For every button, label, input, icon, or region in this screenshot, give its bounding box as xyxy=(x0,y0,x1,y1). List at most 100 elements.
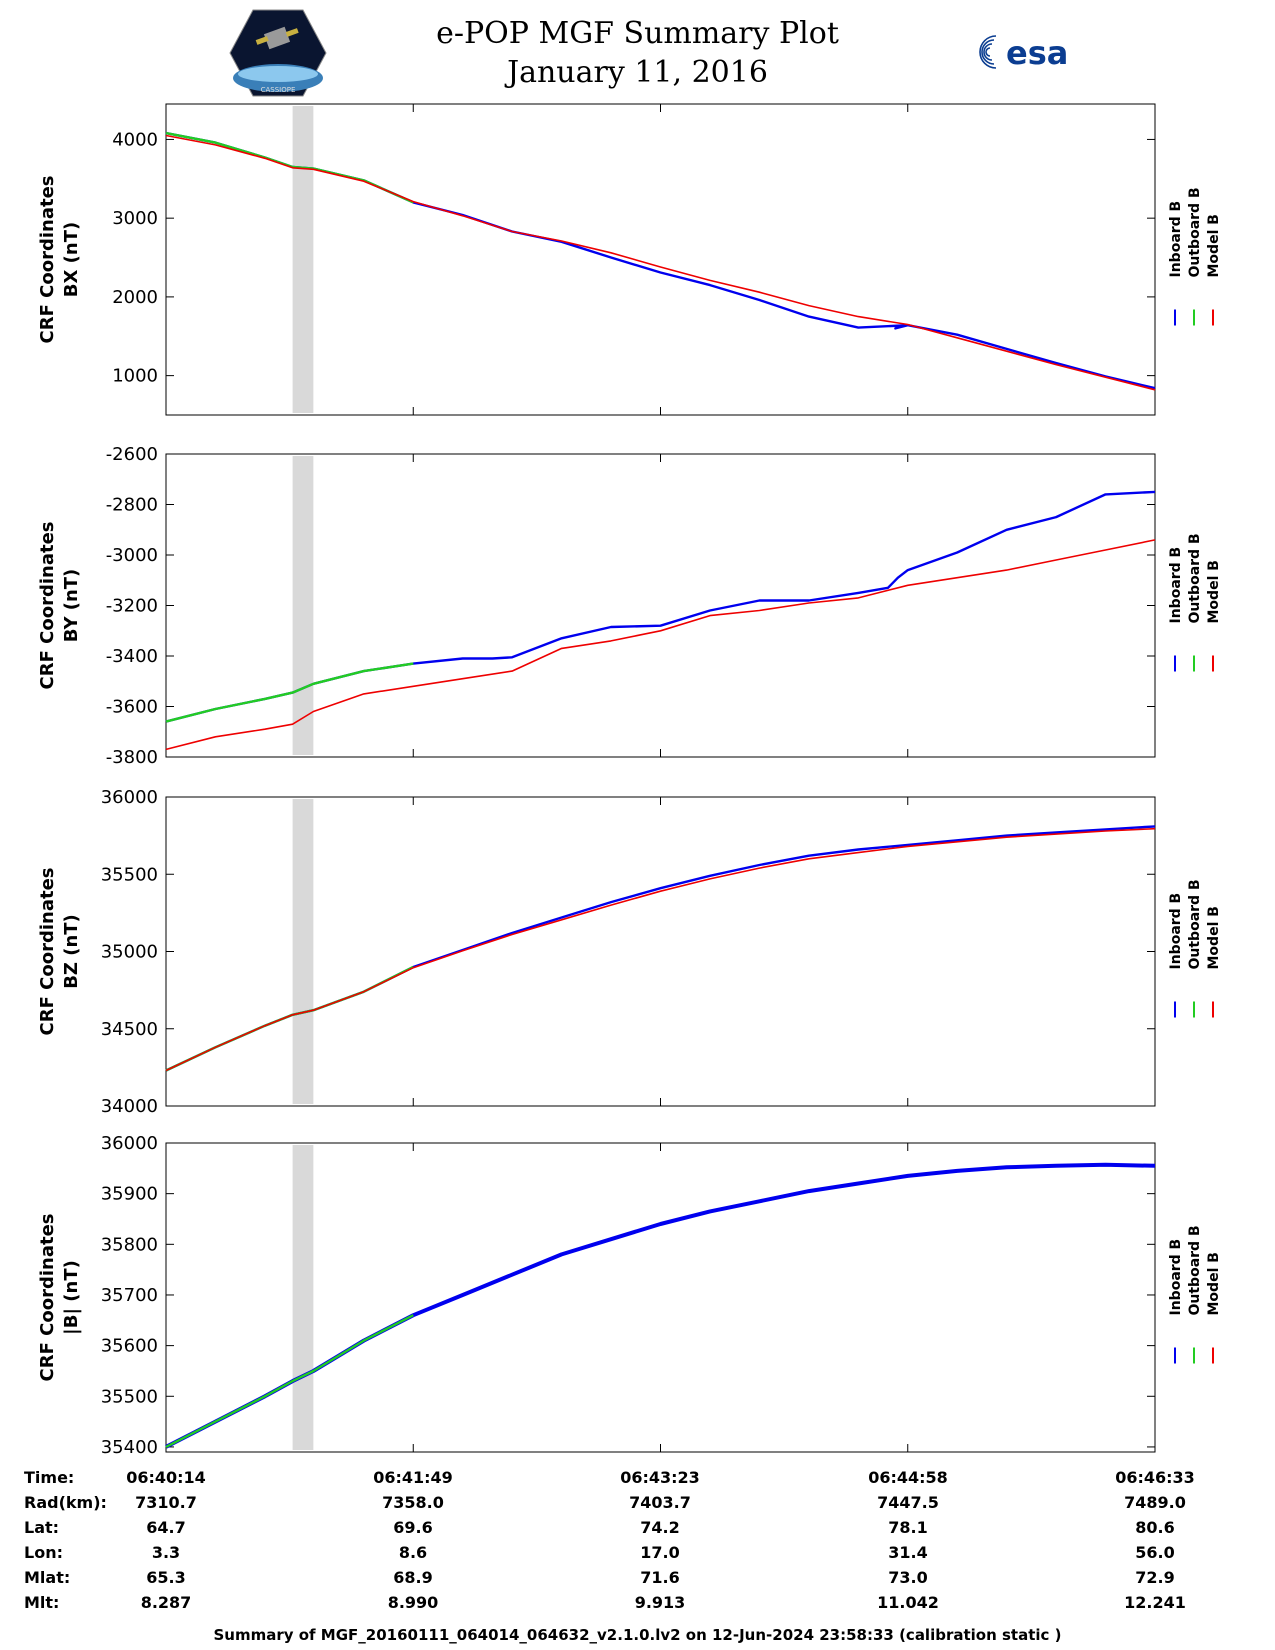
ephemeris-label: Lat: xyxy=(24,1518,60,1537)
y-tick-label: 36000 xyxy=(101,1133,158,1154)
ephemeris-value: 3.3 xyxy=(151,1543,181,1562)
chart-title: e-POP MGF Summary Plot xyxy=(436,16,839,51)
ephemeris-value: 06:46:33 xyxy=(1115,1468,1195,1487)
y-tick-label: 36000 xyxy=(101,787,158,808)
cassiope-logo-text: CASSIOPE xyxy=(261,86,296,94)
y-tick-label: -3400 xyxy=(106,646,158,667)
ephemeris-value: 06:43:23 xyxy=(620,1468,700,1487)
chart-date: January 11, 2016 xyxy=(507,55,768,90)
ephemeris-value: 65.3 xyxy=(146,1568,186,1587)
ephemeris-value: 06:44:58 xyxy=(868,1468,948,1487)
ephemeris-value: 78.1 xyxy=(888,1518,928,1537)
ephemeris-label: Time: xyxy=(24,1468,75,1487)
legend-outboard-label: Outboard B xyxy=(1187,1225,1203,1315)
ephemeris-label: Mlt: xyxy=(24,1593,60,1612)
ephemeris-value: 11.042 xyxy=(877,1593,939,1612)
y-axis-unit-label: BX (nT) xyxy=(61,222,82,297)
shaded-region xyxy=(292,1145,314,1450)
ephemeris-value: 69.6 xyxy=(393,1518,433,1537)
y-tick-label: 2000 xyxy=(112,287,158,308)
shaded-region xyxy=(292,106,314,413)
y-tick-label: -3000 xyxy=(106,545,158,566)
series-outboard xyxy=(165,131,414,204)
series-model xyxy=(165,134,1156,391)
y-tick-label: 35700 xyxy=(101,1285,158,1306)
legend-model-label: Model B xyxy=(1206,906,1222,969)
y-tick-label: 35800 xyxy=(101,1234,158,1255)
ephemeris-value: 06:40:14 xyxy=(126,1468,206,1487)
esa-logo-text: esa xyxy=(1006,34,1068,72)
y-tick-label: 34000 xyxy=(101,1096,158,1117)
legend-inboard-label: Inboard B xyxy=(1168,201,1184,278)
ephemeris-value: 8.287 xyxy=(140,1593,192,1612)
y-tick-label: 34500 xyxy=(101,1019,158,1040)
ephemeris-value: 8.990 xyxy=(387,1593,439,1612)
axes-frame xyxy=(165,796,1156,1107)
ephemeris-value: 7358.0 xyxy=(382,1493,444,1512)
ephemeris-value: 7310.7 xyxy=(135,1493,197,1512)
ephemeris-value: 72.9 xyxy=(1135,1568,1175,1587)
y-tick-label: 4000 xyxy=(112,129,158,150)
ephemeris-value: 71.6 xyxy=(640,1568,680,1587)
panel-1: 1000 2000 3000 4000 CRF Coordinates BX (nT) In… xyxy=(37,103,1222,416)
ephemeris-label: Lon: xyxy=(24,1543,63,1562)
series-model xyxy=(165,827,1156,1072)
ephemeris-value: 7447.5 xyxy=(877,1493,939,1512)
ephemeris-value: 17.0 xyxy=(640,1543,680,1562)
y-tick-label: 35000 xyxy=(101,942,158,963)
y-tick-label: 3000 xyxy=(112,208,158,229)
series-inboard xyxy=(165,1162,1156,1449)
ephemeris-value: 7403.7 xyxy=(629,1493,691,1512)
y-tick-label: 35500 xyxy=(101,864,158,885)
ephemeris-value: 8.6 xyxy=(398,1543,428,1562)
y-tick-label: 35500 xyxy=(101,1386,158,1407)
y-axis-label: CRF Coordinates xyxy=(37,1214,58,1382)
series-outboard xyxy=(165,662,414,723)
y-axis-unit-label: |B| (nT) xyxy=(61,1260,82,1335)
ephemeris-value: 7489.0 xyxy=(1124,1493,1186,1512)
ephemeris-value: 73.0 xyxy=(888,1568,928,1587)
y-tick-label: 35400 xyxy=(101,1437,158,1458)
legend-inboard-label: Inboard B xyxy=(1168,1239,1184,1316)
y-tick-label: -3200 xyxy=(106,596,158,617)
esa-logo: esa xyxy=(979,34,1068,72)
shaded-region xyxy=(292,799,314,1104)
y-axis-unit-label: BZ (nT) xyxy=(61,914,82,989)
panel-2: -2600 -2800 -3000 -3200 -3400 -3600 -3800 CRF C… xyxy=(37,444,1222,768)
series-inboard xyxy=(165,490,1156,723)
shaded-region xyxy=(292,456,314,755)
legend-outboard-label: Outboard B xyxy=(1187,187,1203,277)
legend-model-label: Model B xyxy=(1206,560,1222,623)
ephemeris-value: 31.4 xyxy=(888,1543,928,1562)
legend-inboard-label: Inboard B xyxy=(1168,893,1184,970)
y-axis-label: CRF Coordinates xyxy=(37,176,58,344)
ephemeris-value: 12.241 xyxy=(1124,1593,1186,1612)
series-inboard xyxy=(165,825,1156,1072)
legend-model-label: Model B xyxy=(1206,214,1222,277)
y-tick-label: 35600 xyxy=(101,1336,158,1357)
ephemeris-label: Rad(km): xyxy=(24,1493,107,1512)
ephemeris-value: 68.9 xyxy=(393,1568,433,1587)
panel-4: 35400 35500 35600 35700 35800 35900 36000 CRF C… xyxy=(37,1133,1222,1458)
legend-outboard-label: Outboard B xyxy=(1187,533,1203,623)
legend-inboard-label: Inboard B xyxy=(1168,547,1184,624)
y-axis-label: CRF Coordinates xyxy=(37,522,58,690)
y-axis-unit-label: BY (nT) xyxy=(61,569,82,643)
series-outboard xyxy=(165,1314,414,1448)
ephemeris-value: 80.6 xyxy=(1135,1518,1175,1537)
legend-outboard-label: Outboard B xyxy=(1187,879,1203,969)
y-axis-label: CRF Coordinates xyxy=(37,868,58,1036)
y-tick-label: 1000 xyxy=(112,366,158,387)
y-tick-label: -2800 xyxy=(106,495,158,516)
ephemeris-value: 9.913 xyxy=(634,1593,686,1612)
ephemeris-label: Mlat: xyxy=(24,1568,71,1587)
ephemeris-value: 74.2 xyxy=(640,1518,680,1537)
axes-frame xyxy=(165,1142,1156,1453)
y-tick-label: -3600 xyxy=(106,697,158,718)
ephemeris-value: 06:41:49 xyxy=(373,1468,453,1487)
series-model xyxy=(165,539,1156,751)
y-tick-label: -2600 xyxy=(106,444,158,465)
ephemeris-value: 64.7 xyxy=(146,1518,186,1537)
cassiope-logo: CASSIOPE xyxy=(229,9,327,97)
series-inboard xyxy=(165,131,1156,390)
